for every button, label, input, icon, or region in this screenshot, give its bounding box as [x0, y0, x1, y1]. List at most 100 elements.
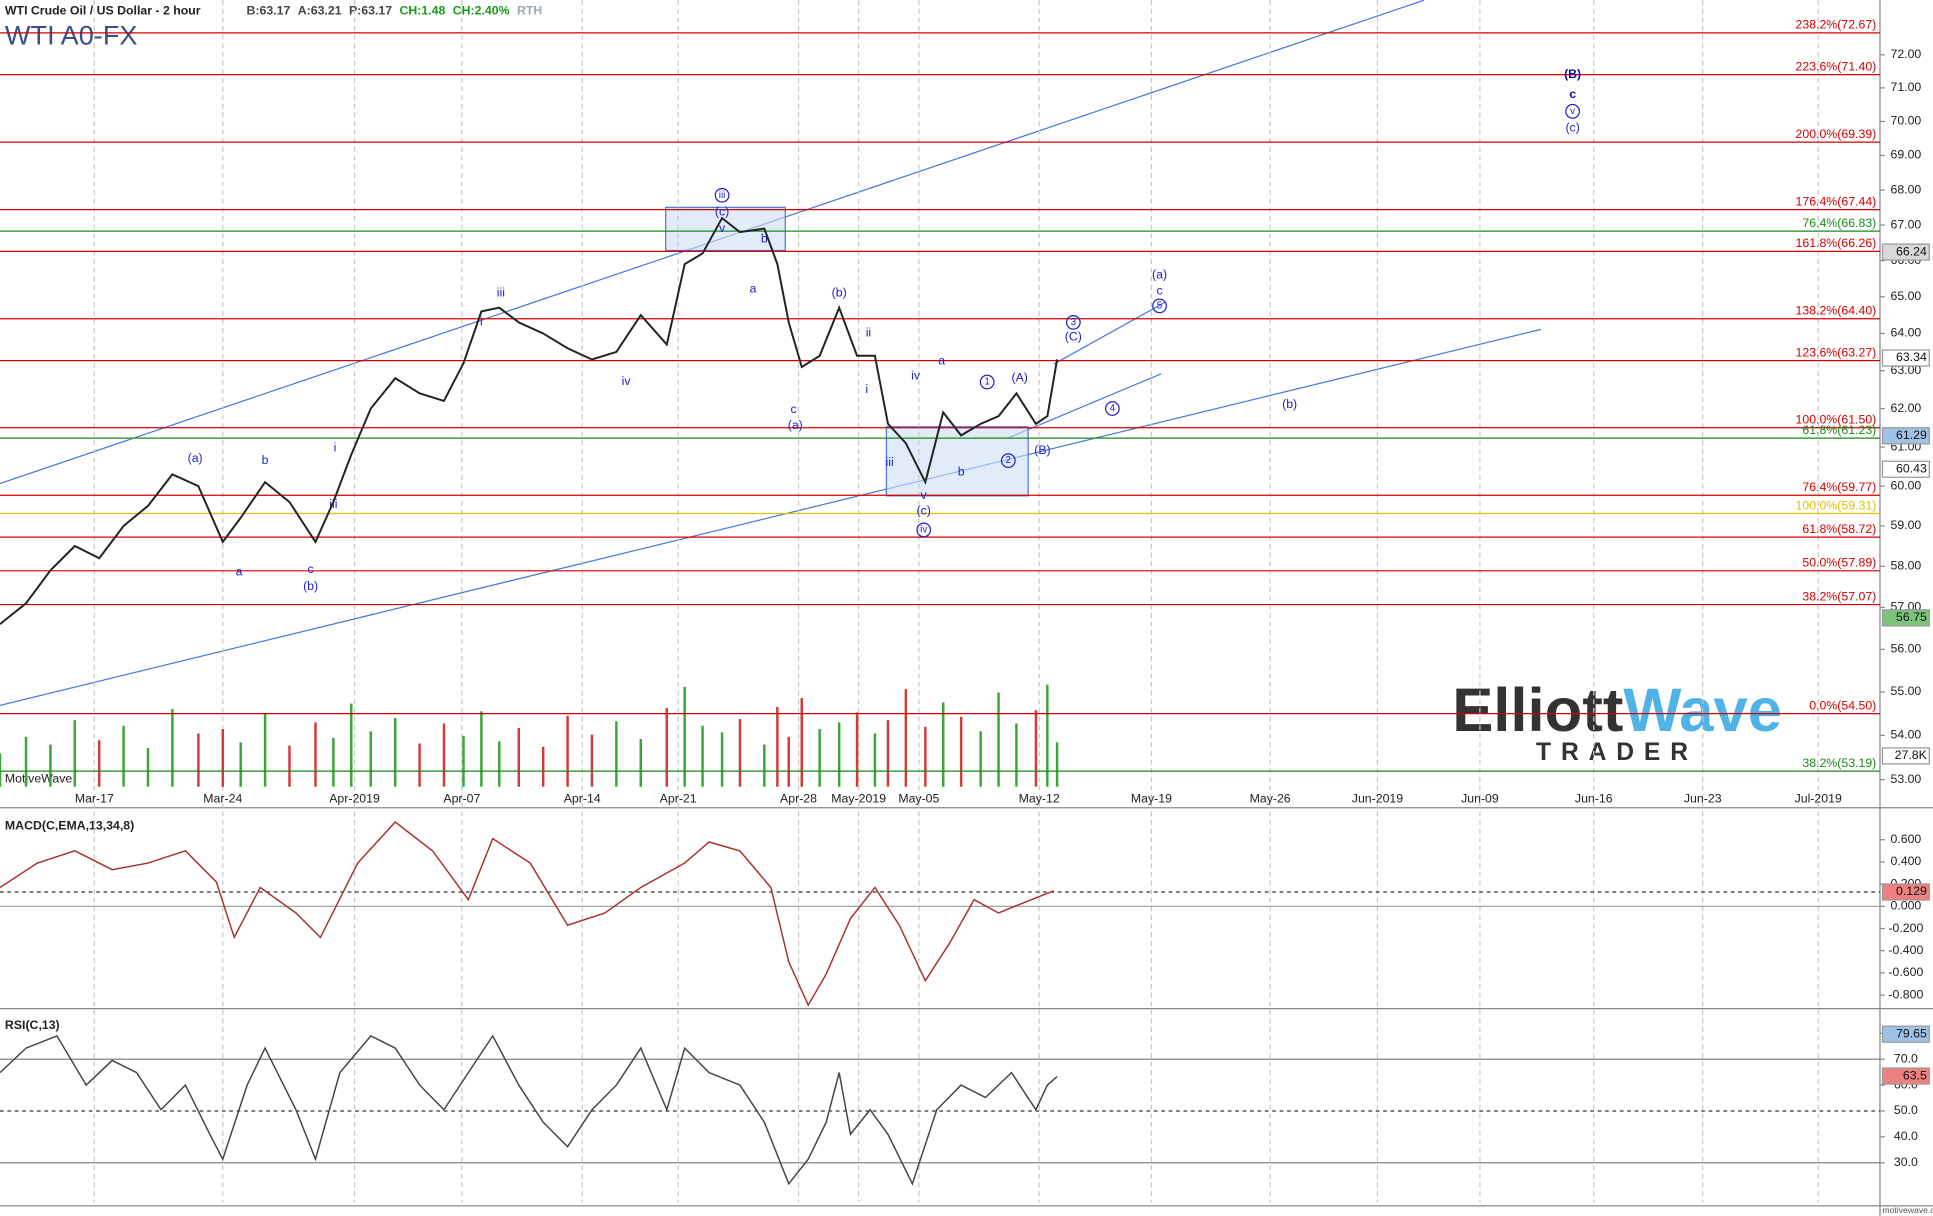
y-tick-label: 53.00	[1890, 772, 1921, 786]
wave-label: b	[958, 465, 965, 479]
wave-label: 1	[984, 377, 989, 388]
price-tag	[1881, 747, 1930, 765]
site: motivewave.com	[1882, 1205, 1933, 1215]
x-tick-label: Jun-09	[1461, 791, 1499, 805]
wave-label: i	[334, 440, 337, 454]
y-tick-label: 68.00	[1890, 182, 1921, 196]
quote-item: CH:2.40%	[453, 4, 510, 18]
price-tag-label: 66.24	[1896, 244, 1927, 258]
x-tick-label: May-26	[1250, 791, 1291, 805]
volume-bar	[288, 745, 291, 787]
price-tag	[1881, 349, 1930, 367]
series-line	[0, 216, 1059, 625]
x-tick-label: Apr-2019	[329, 791, 380, 805]
price-tag-label: 60.43	[1896, 461, 1927, 475]
y-tick-label: 64.00	[1890, 326, 1921, 340]
y-tick-label: -0.600	[1888, 965, 1923, 979]
logo-sub: TRADER	[1536, 739, 1698, 766]
wave-label: c	[308, 562, 314, 576]
watermark: MotiveWave	[5, 772, 72, 786]
wave-label: (c)	[917, 503, 931, 517]
volume-bar	[566, 715, 569, 787]
y-tick-label: 60.00	[1890, 478, 1921, 492]
volume-bar	[615, 721, 618, 787]
volume-bar	[818, 729, 821, 787]
volume-bar	[924, 726, 927, 787]
wave-label: 5	[1157, 300, 1163, 311]
x-tick-label: May-2019	[831, 791, 886, 805]
quote-item: B:63.17	[247, 4, 291, 18]
fib-label: 161.8%(66.26)	[1796, 236, 1877, 250]
fib-label: 138.2%(64.40)	[1796, 304, 1877, 318]
price-tag-label: 56.75	[1896, 610, 1927, 624]
wave-circle	[1152, 298, 1167, 314]
wave-label: (a)	[188, 451, 203, 465]
price-tag-label: 27.8K	[1895, 748, 1928, 762]
x-tick-label: Jun-2019	[1352, 791, 1403, 805]
y-tick-label: 59.00	[1890, 518, 1921, 532]
fib-label: 0.0%(54.50)	[1809, 698, 1876, 712]
volume-bar	[171, 709, 174, 787]
wave-label: iv	[911, 369, 921, 383]
price-tag	[1881, 609, 1930, 627]
wave-label: (B)	[1564, 67, 1581, 81]
wave-label: (a)	[788, 418, 803, 432]
wave-label: a	[750, 282, 757, 296]
price-tag	[1881, 1025, 1930, 1043]
wave-label: i	[865, 382, 868, 396]
y-tick-label: 58.00	[1890, 559, 1921, 573]
wave-label: a	[236, 564, 243, 578]
y-tick-label: 65.00	[1890, 289, 1921, 303]
price-tag	[1881, 460, 1930, 478]
volume-bar	[73, 720, 77, 787]
wave-label: (b)	[1282, 397, 1297, 411]
wave-circle	[1104, 401, 1120, 416]
volume-bar	[498, 741, 501, 787]
volume-bar	[263, 713, 267, 787]
volume-bar	[776, 706, 779, 787]
volume-bar	[886, 720, 890, 787]
volume-bar	[979, 731, 982, 787]
wave-label: b	[761, 231, 768, 245]
wave-label: v	[921, 488, 928, 502]
quote-item: A:63.21	[298, 4, 342, 18]
volume-bar	[720, 732, 724, 787]
volume-bar	[480, 711, 483, 787]
chart-title: WTI Crude Oil / US Dollar - 2 hour	[5, 4, 201, 18]
x-tick-label: May-12	[1019, 791, 1060, 805]
wave-label: v	[1570, 106, 1575, 117]
x-tick-label: Mar-17	[75, 791, 114, 805]
volume-bar	[855, 712, 859, 787]
wave-label: (c)	[715, 205, 729, 219]
wave-label: (A)	[1011, 370, 1027, 384]
wave-label: v	[719, 221, 726, 235]
x-tick-label: Apr-07	[443, 791, 480, 805]
fib-label: 38.2%(53.19)	[1802, 756, 1876, 770]
fib-label: 76.4%(66.83)	[1802, 216, 1876, 230]
volume-bar	[1055, 742, 1059, 787]
volume-bar	[1046, 684, 1049, 787]
wave-label: c	[791, 402, 797, 416]
y-tick-label: 40.0	[1894, 1129, 1918, 1143]
volume-bar	[787, 736, 790, 787]
y-tick-label: 71.00	[1890, 80, 1921, 94]
wave-label: (B)	[1034, 443, 1050, 457]
y-tick-label: 0.600	[1890, 832, 1921, 846]
volume-bar	[369, 731, 373, 787]
wave-label: i	[480, 315, 483, 329]
volume-bar	[146, 747, 150, 787]
y-tick-label: 30.0	[1894, 1155, 1918, 1169]
price-tag	[1881, 1067, 1930, 1085]
panel-title: MACD(C,EMA,13,34,8)	[5, 818, 134, 832]
volume-bar	[590, 734, 594, 787]
fib-label: 38.2%(57.07)	[1802, 589, 1876, 603]
y-tick-label: -0.200	[1888, 921, 1923, 935]
fib-label: 76.4%(59.77)	[1802, 480, 1876, 494]
x-tick-label: Jun-16	[1575, 791, 1613, 805]
wave-label: a	[938, 354, 945, 368]
volume-bar	[332, 737, 335, 787]
panel-title: RSI(C,13)	[5, 1018, 60, 1032]
